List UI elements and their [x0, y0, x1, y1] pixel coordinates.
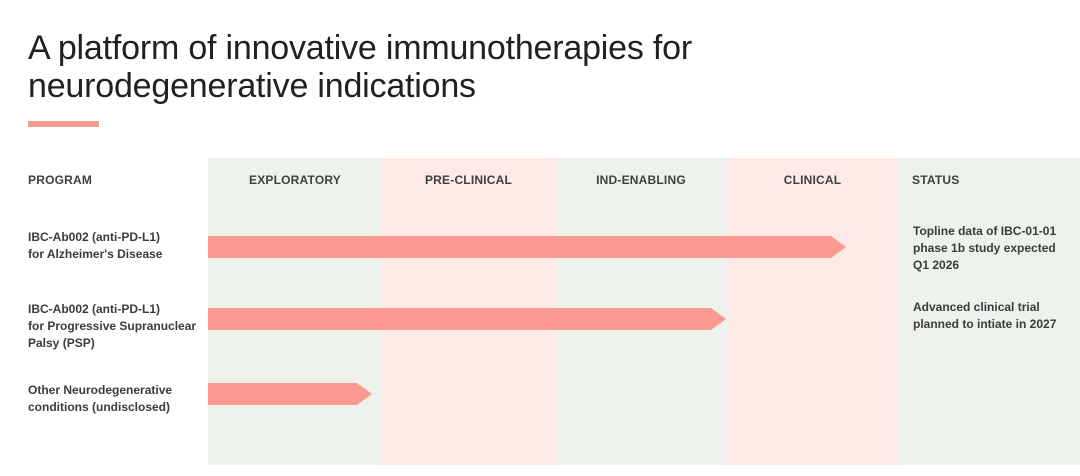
progress-arrow-other — [208, 383, 372, 405]
program-label-other: Other Neurodegenerative conditions (undi… — [28, 383, 173, 414]
program-label-psp: IBC-Ab002 (anti-PD-L1) for Progressive S… — [28, 302, 197, 350]
column-bg-clinical — [727, 158, 898, 465]
progress-arrow-alzheimers — [208, 236, 846, 258]
program-label-alzheimers: IBC-Ab002 (anti-PD-L1) for Alzheimer's D… — [28, 230, 163, 261]
status-text-alzheimers: Topline data of IBC-01-01 phase 1b study… — [913, 224, 1057, 272]
title-underline — [28, 121, 99, 127]
column-header-program: PROGRAM — [28, 173, 93, 187]
column-header-clinical: CLINICAL — [783, 173, 842, 187]
column-header-exploratory: EXPLORATORY — [249, 173, 341, 187]
progress-arrow-psp — [208, 308, 726, 330]
column-header-status: STATUS — [912, 173, 960, 187]
column-header-pre-clinical: PRE-CLINICAL — [424, 173, 513, 187]
column-bg-status — [898, 158, 1080, 465]
column-header-ind-enabling: IND-ENABLING — [596, 173, 686, 187]
status-text-psp: Advanced clinical trial planned to intia… — [913, 300, 1057, 331]
pipeline-chart: PROGRAM EXPLORATORY PRE-CLINICAL IND-ENA… — [0, 158, 1080, 465]
page-title: A platform of innovative immunotherapies… — [28, 29, 692, 105]
